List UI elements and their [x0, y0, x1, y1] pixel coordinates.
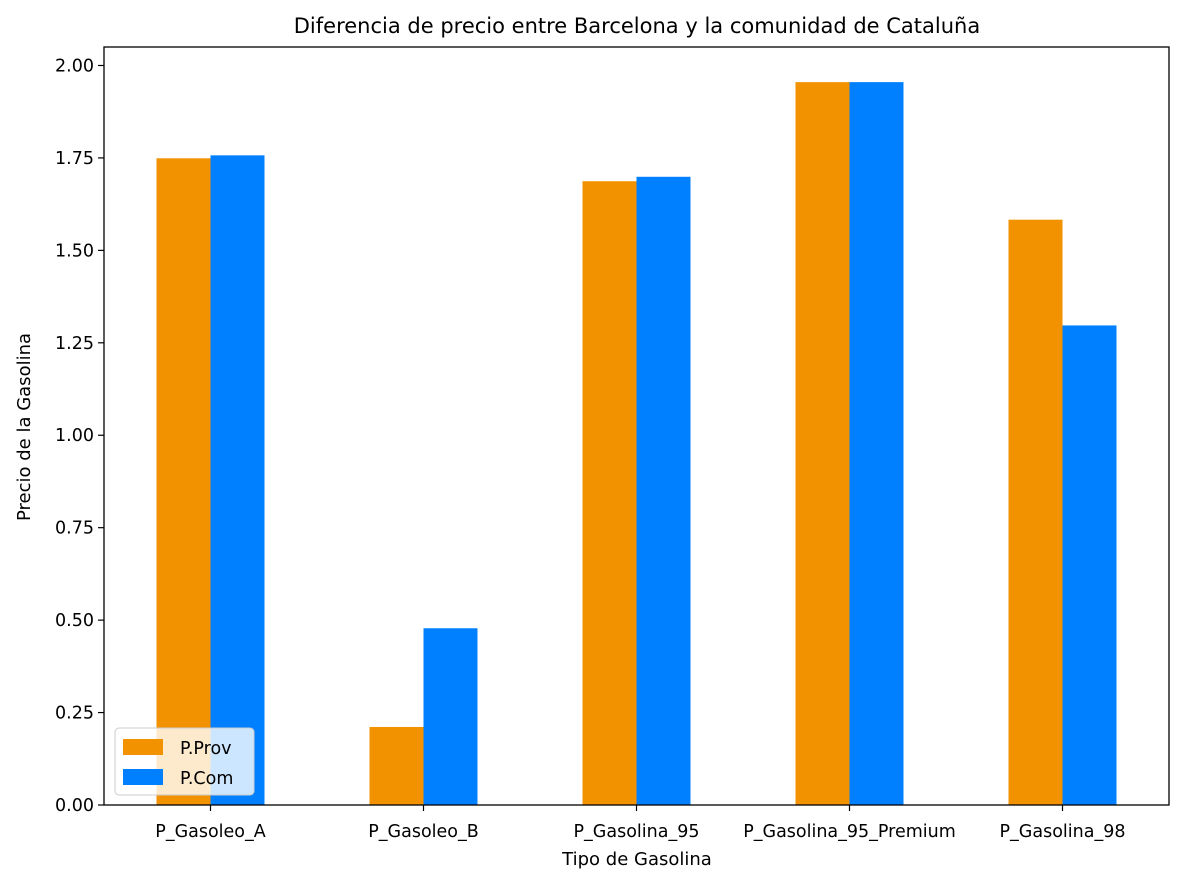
y-tick-label: 0.75	[55, 519, 94, 539]
y-axis-label: Precio de la Gasolina	[14, 333, 35, 521]
bar-p-com-0	[210, 155, 265, 806]
y-tick-label: 1.25	[55, 334, 94, 354]
x-tick-label: P_Gasoleo_B	[368, 822, 479, 842]
bar-p-com-3	[849, 82, 904, 805]
y-tick-label: 0.50	[55, 611, 94, 631]
x-tick-label: P_Gasolina_95_Premium	[743, 822, 956, 842]
bar-p-com-1	[423, 628, 478, 805]
y-tick-label: 1.75	[55, 149, 94, 169]
plot-area: 0.00 0.25 0.50 0.75 1.00 1.25 1.50 1.75 2.00 P_Ga…	[55, 46, 1170, 842]
bar-p-com-2	[636, 176, 691, 805]
bar-p-prov-3	[795, 82, 850, 805]
bar-p-prov-0	[156, 158, 211, 806]
x-tick-label: P_Gasolina_98	[1000, 822, 1126, 842]
bar-p-prov-2	[582, 181, 637, 806]
y-tick-label: 0.00	[55, 796, 94, 816]
x-axis-label: Tipo de Gasolina	[561, 849, 712, 870]
legend-entry-label: P.Prov	[180, 739, 232, 759]
y-tick-label: 1.50	[55, 241, 94, 261]
legend-swatch	[123, 769, 163, 785]
y-tick-label: 2.00	[55, 56, 94, 76]
y-tick-label: 1.00	[55, 426, 94, 446]
legend: P.Prov P.Com	[114, 727, 255, 796]
x-tick-label: P_Gasolina_95	[574, 822, 700, 842]
legend-swatch	[123, 739, 163, 755]
y-tick-label: 0.25	[55, 704, 94, 724]
bar-p-com-4	[1062, 325, 1117, 805]
x-tick-label: P_Gasoleo_A	[155, 822, 265, 842]
bar-p-prov-1	[369, 726, 424, 805]
chart-title: Diferencia de precio entre Barcelona y l…	[294, 14, 980, 38]
legend-entry-label: P.Com	[180, 769, 233, 789]
bar-p-prov-4	[1008, 219, 1063, 806]
